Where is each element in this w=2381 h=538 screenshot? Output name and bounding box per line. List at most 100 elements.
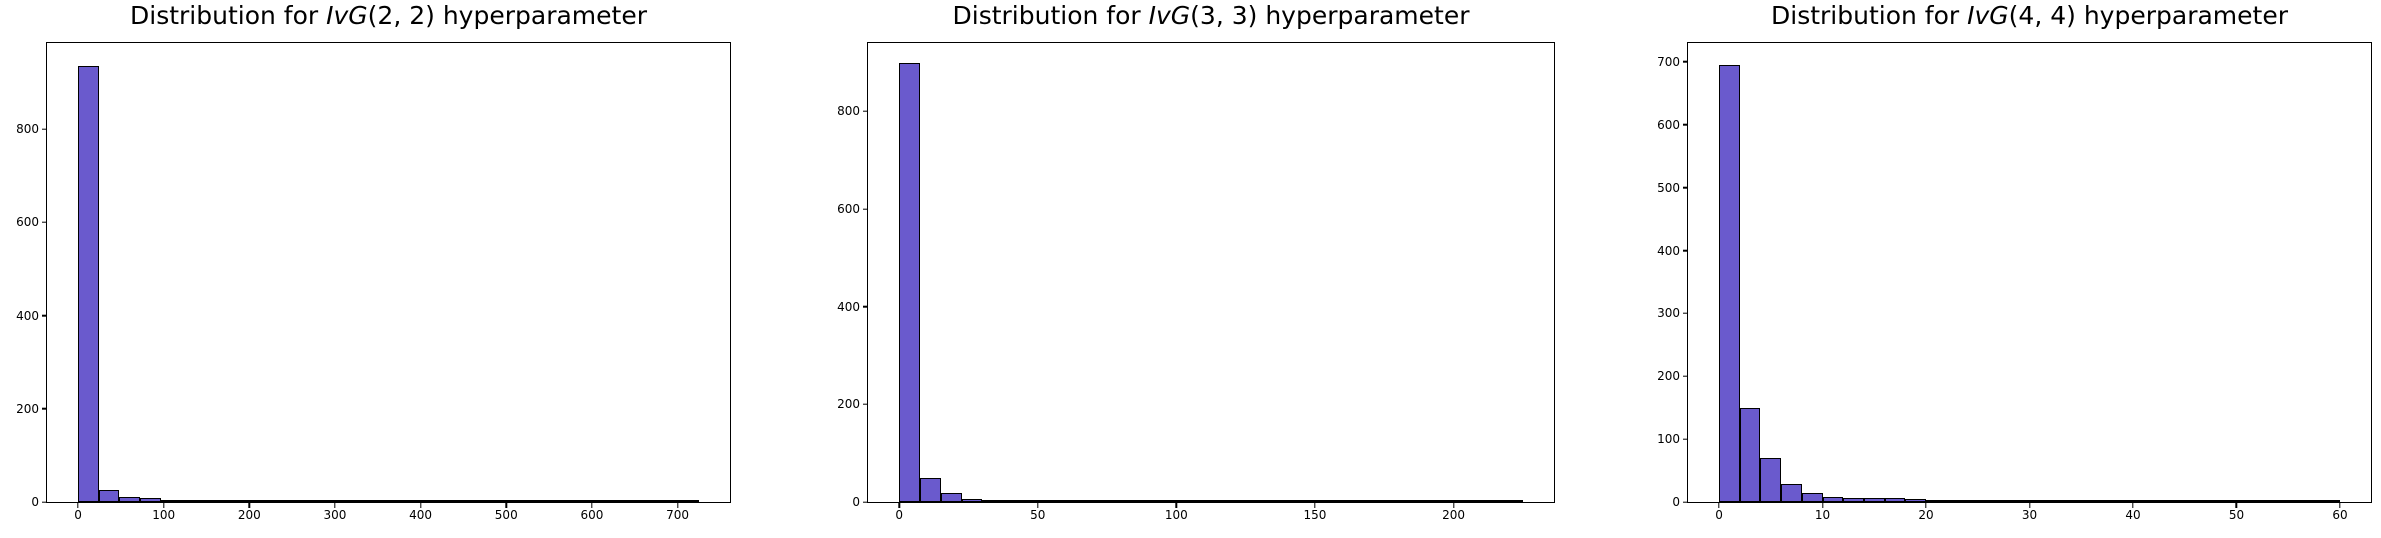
y-tick-label: 800 <box>837 104 860 119</box>
y-tick-mark <box>41 314 47 317</box>
y-tick-label: 400 <box>16 308 39 323</box>
histogram-bar <box>1086 500 1108 502</box>
title-text: Distribution for <box>952 1 1149 30</box>
histogram-bar <box>78 66 99 502</box>
chart-title-3: Distribution for IvG(4, 4) hyperparamete… <box>1687 1 2372 30</box>
y-tick-mark <box>1682 501 1688 503</box>
x-tick-label: 100 <box>152 508 176 522</box>
plot-area-3: 0 10 20 30 40 50 60 0 100 200 300 400 500 600 700 <box>1657 42 2372 522</box>
y-tick-label: 300 <box>1657 306 1680 321</box>
histogram-bar <box>512 500 534 502</box>
x-tick-mark <box>162 502 165 508</box>
x-tick-mark <box>1925 502 1927 508</box>
y-tick-label: 700 <box>1657 54 1680 69</box>
x-tick-label: 0 <box>74 508 82 522</box>
x-tick-mark <box>334 502 336 508</box>
y-tick-label: 0 <box>1672 495 1680 509</box>
title-text: Distribution for <box>1771 1 1968 30</box>
x-tick-label: 30 <box>2021 508 2038 522</box>
histogram-bar <box>982 500 1004 502</box>
y-tick-label: 200 <box>1657 369 1680 384</box>
histogram-bar <box>1023 500 1045 502</box>
y-tick-mark <box>862 208 868 210</box>
title-text: (3, 3) hyperparameter <box>1190 1 1470 30</box>
y-tick-mark <box>41 221 47 224</box>
y-tick-mark <box>1682 375 1688 377</box>
histogram-bar <box>1502 500 1523 502</box>
x-tick-mark <box>419 502 422 508</box>
title-text: Distribution for <box>130 1 327 30</box>
y-tick-label: 600 <box>1657 117 1680 132</box>
x-tick-label: 500 <box>494 508 518 522</box>
y-tick-label: 500 <box>1657 180 1680 195</box>
x-tick-mark <box>1821 502 1824 508</box>
x-tick-label: 10 <box>1814 508 1831 522</box>
title-math-symbol: IvG <box>1967 1 2009 30</box>
histogram-bar <box>1843 498 1864 502</box>
y-tick-label: 0 <box>852 495 860 509</box>
histogram-bar <box>140 498 161 502</box>
x-tick-label: 60 <box>2332 508 2348 522</box>
histogram-bar <box>961 498 983 502</box>
histogram-bar <box>98 490 120 502</box>
y-tick-mark <box>1682 124 1688 126</box>
title-math-symbol: IvG <box>1148 1 1191 30</box>
y-tick-label: 800 <box>16 122 39 137</box>
x-tick-label: 400 <box>409 508 433 522</box>
y-tick-label: 0 <box>31 495 39 509</box>
x-tick-label: 50 <box>1030 508 1046 522</box>
y-tick-label: 200 <box>16 401 39 416</box>
y-tick-mark <box>41 128 47 130</box>
x-tick-mark <box>591 502 593 508</box>
histogram-bar <box>1884 497 1906 502</box>
histogram-bar <box>1760 458 1782 502</box>
plot-area-1: 0 100 200 300 400 500 600 700 0 200 400 600 800 <box>16 42 731 522</box>
y-tick-label: 400 <box>1657 243 1680 258</box>
y-tick-mark <box>1682 249 1688 252</box>
x-tick-label: 50 <box>2228 508 2245 522</box>
zero-bin-baseline <box>899 500 1523 502</box>
x-tick-label: 700 <box>666 508 689 522</box>
y-tick-mark <box>41 408 47 410</box>
x-tick-label: 100 <box>1164 508 1188 522</box>
y-tick-label: 600 <box>16 215 39 230</box>
histogram-bar <box>899 62 920 502</box>
histogram-bar <box>1003 500 1024 502</box>
histogram-bar <box>1781 484 1802 502</box>
x-tick-mark <box>676 502 679 508</box>
histogram-bar <box>1822 496 1844 502</box>
y-tick-mark <box>1682 61 1688 63</box>
x-tick-label: 20 <box>1918 508 1934 522</box>
x-tick-mark <box>1314 502 1316 508</box>
x-tick-label: 600 <box>580 508 604 522</box>
x-tick-mark <box>2339 502 2341 508</box>
y-tick-mark <box>41 501 47 503</box>
histogram-bar <box>1905 498 1926 502</box>
histogram-bar <box>1801 492 1823 502</box>
title-text: (4, 4) hyperparameter <box>2008 1 2288 30</box>
histogram-bar <box>222 500 244 502</box>
x-tick-mark <box>1718 502 1720 508</box>
y-tick-mark <box>862 403 868 406</box>
histogram-bar <box>202 499 223 502</box>
histogram-bar <box>919 477 941 502</box>
histogram-bar <box>1863 498 1885 502</box>
zero-bin-baseline <box>78 500 699 502</box>
y-tick-mark <box>1682 438 1688 440</box>
plot-area-2: 0 50 100 150 200 0 200 400 600 800 <box>837 42 1555 522</box>
y-tick-mark <box>1682 312 1688 315</box>
y-tick-label: 200 <box>837 397 860 412</box>
y-tick-mark <box>1682 186 1688 189</box>
x-tick-mark <box>1175 502 1178 508</box>
histogram-bar <box>940 493 962 502</box>
y-tick-mark <box>862 501 868 503</box>
x-tick-label: 200 <box>1442 508 1465 522</box>
y-tick-mark <box>862 305 868 308</box>
histogram-bar <box>1739 407 1761 502</box>
x-tick-label: 40 <box>2125 508 2141 522</box>
x-tick-mark <box>2235 502 2238 508</box>
x-tick-mark <box>2132 502 2134 508</box>
title-math-symbol: IvG <box>326 1 368 30</box>
x-tick-mark <box>248 502 251 508</box>
title-text: (2, 2) hyperparameter <box>367 1 647 30</box>
